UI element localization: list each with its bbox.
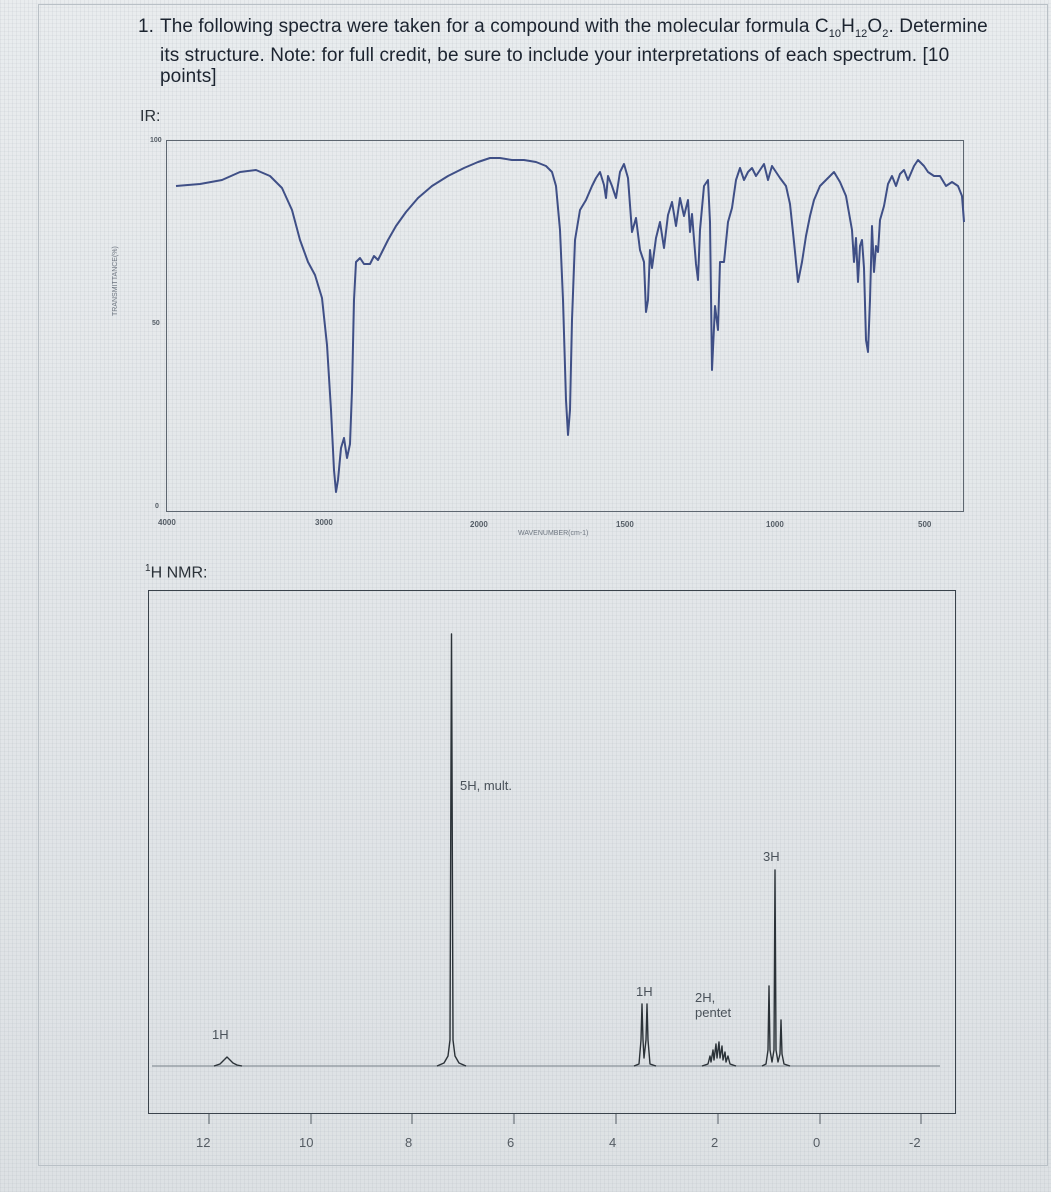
nmr-peak-label-pentet-line1: 2H, [695,990,716,1005]
ir-x-axis-title: WAVENUMBER(cm-1) [518,530,589,537]
formula-h-subscript: 12 [854,27,868,40]
nmr-xtick-2: 2 [711,1135,719,1150]
nmr-peak-pentet [701,1041,737,1067]
ir-xtick-1500: 1500 [616,520,634,529]
nmr-peak-triplet [761,869,791,1067]
formula-c-subscript: 10 [828,27,842,40]
ir-xtick-4000: 4000 [158,518,176,527]
nmr-label-sup: 1 [145,563,151,574]
nmr-label: 1H NMR: [145,563,207,582]
nmr-xtick-10: 10 [299,1135,314,1150]
nmr-peak-label-aromatic: 5H, mult. [460,778,513,793]
nmr-peak-label-triplet: 3H [763,849,780,864]
ir-ytick-50: 50 [152,320,160,327]
page-frame [38,4,1048,1166]
nmr-xtick-6: 6 [507,1135,515,1150]
ir-ytick-100: 100 [150,137,162,144]
question-body: The following spectra were taken for a c… [160,16,990,87]
ir-spectrum-frame [166,140,964,512]
nmr-label-text: H NMR: [150,564,208,582]
nmr-xtick-0: 0 [813,1135,821,1150]
nmr-peak-label-3-4ppm: 1H [636,984,653,999]
nmr-xtick-neg2: -2 [909,1135,921,1150]
ir-ytick-0: 0 [155,503,159,510]
question-text-before: The following spectra were taken for a c… [160,16,829,37]
formula-o-subscript: 2 [882,27,889,40]
question-number: 1. [138,16,155,37]
nmr-xtick-12: 12 [196,1135,211,1150]
nmr-xtick-4: 4 [609,1135,617,1150]
nmr-xtick-8: 8 [405,1135,413,1150]
ir-spectrum-trace [175,157,965,493]
nmr-peak-label-12ppm: 1H [212,1027,229,1042]
ir-xtick-500: 500 [918,520,932,529]
nmr-axis-ticks [208,1114,922,1124]
ir-label: IR: [140,108,161,125]
nmr-peak-3-4ppm [633,1003,657,1067]
formula-h: H [841,16,855,37]
ir-xtick-1000: 1000 [766,520,784,529]
formula-o: O [867,16,883,37]
nmr-spectrum-frame [148,590,956,1114]
question-text-after: . Determine its structure. Note: for ful… [160,16,988,87]
nmr-peak-label-pentet-line2: pentet [695,1005,732,1020]
ir-xtick-2000: 2000 [470,520,488,529]
nmr-peak-aromatic [436,633,467,1067]
ir-xtick-3000: 3000 [315,518,333,527]
nmr-peak-label-pentet: 2H, pentet [695,990,731,1020]
nmr-peak-12ppm [213,1056,243,1067]
